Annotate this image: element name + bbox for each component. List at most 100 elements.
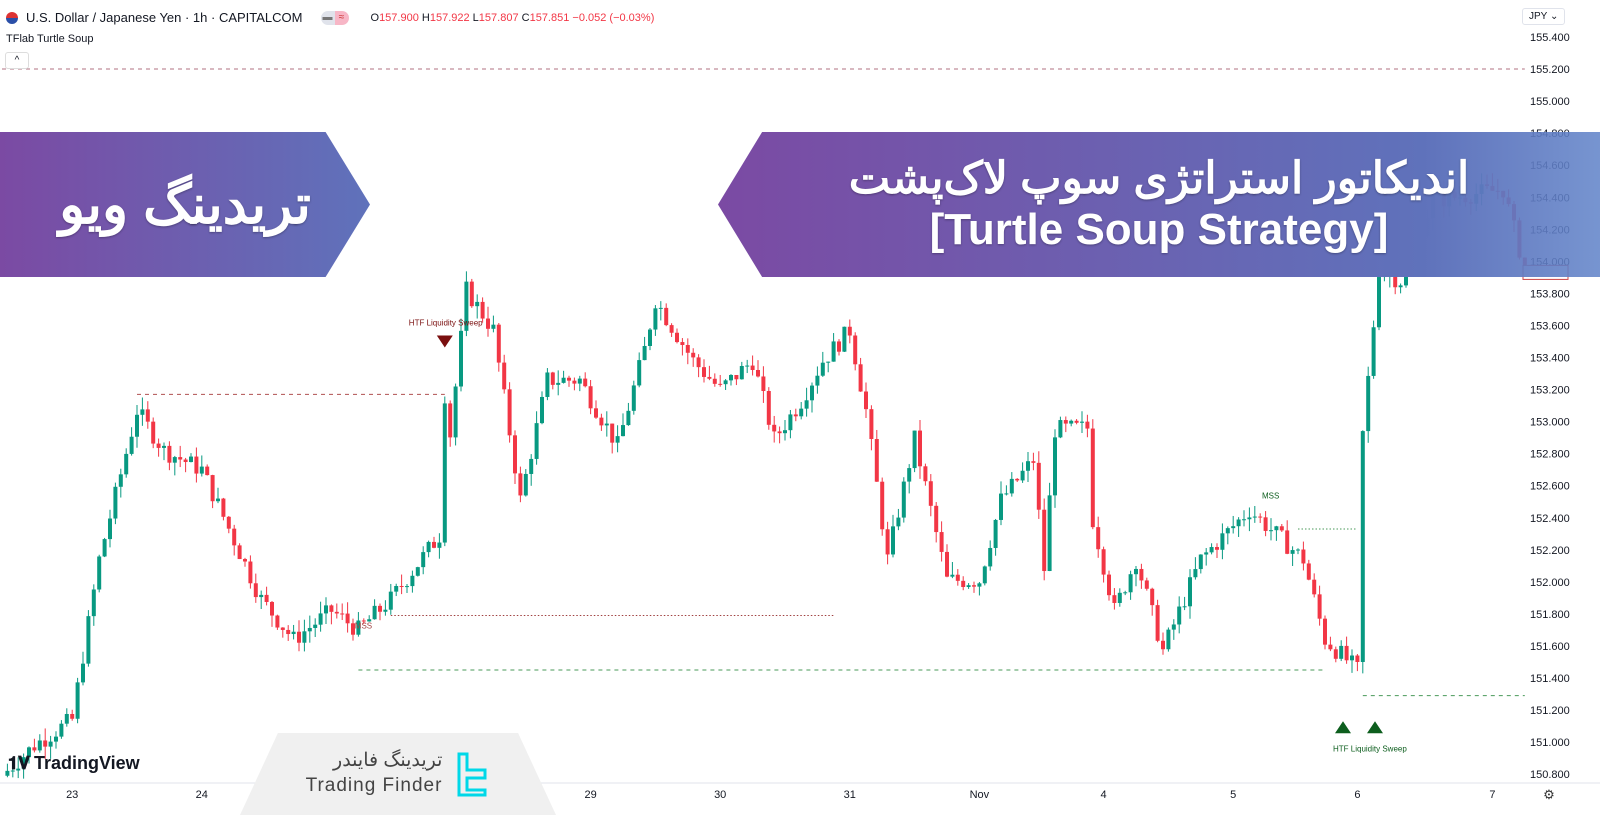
candle-body: [361, 620, 366, 622]
candle-body: [291, 631, 296, 635]
candle-body: [399, 586, 404, 588]
candle-body: [523, 473, 528, 496]
candle-body: [696, 357, 701, 368]
candle-body: [151, 421, 156, 444]
price-tick: 151.000: [1530, 737, 1570, 749]
candle-body: [1290, 550, 1295, 554]
candle-body: [48, 741, 53, 747]
candle-body: [16, 768, 21, 771]
price-tick: 153.600: [1530, 320, 1570, 332]
candle-body: [939, 532, 944, 552]
candle-body: [1285, 530, 1290, 554]
candle-body: [108, 518, 112, 540]
candle-body: [1161, 640, 1165, 650]
candle-body: [1193, 569, 1198, 578]
candle-body: [1263, 517, 1268, 531]
candle-body: [918, 430, 922, 467]
candle-body: [1042, 509, 1047, 572]
price-tick: 151.400: [1530, 673, 1570, 685]
candle-body: [1047, 495, 1052, 572]
candle-body: [869, 409, 874, 440]
candle-body: [685, 344, 690, 353]
ohlc-readout: O157.900 H157.922 L157.807 C157.851 −0.0…: [370, 11, 655, 24]
candle-body: [221, 498, 226, 517]
candle-body: [1355, 655, 1360, 662]
candle-body: [145, 409, 150, 422]
candle-body: [475, 301, 480, 307]
candle-body: [885, 529, 890, 555]
candle-body: [934, 505, 939, 533]
left-banner-text: تریدینگ ویو: [59, 175, 311, 235]
candle-body: [972, 585, 976, 587]
candle-body: [1317, 594, 1322, 619]
candle-body: [583, 378, 588, 387]
trading-finder-logo: تریدینگ فایندر Trading Finder: [240, 733, 556, 815]
tv-logo-icon: 𝟏𝐕: [8, 753, 30, 773]
candle-body: [324, 605, 328, 614]
price-tick: 151.800: [1530, 609, 1570, 621]
candle-body: [842, 326, 847, 352]
time-tick: 5: [1230, 789, 1236, 801]
candle-body: [1198, 554, 1203, 570]
price-tick: 152.200: [1530, 545, 1570, 557]
title-en: [Turtle Soup Strategy]: [929, 204, 1389, 254]
candle-body: [189, 456, 193, 463]
candle-body: [264, 594, 269, 602]
candle-body: [950, 574, 955, 577]
candle-body: [1036, 462, 1041, 510]
annotation-label: MSS: [355, 621, 372, 630]
candle-body: [1306, 563, 1311, 580]
candle-body: [1204, 552, 1209, 555]
symbol-title[interactable]: U.S. Dollar / Japanese Yen · 1h · CAPITA…: [26, 10, 303, 25]
tradingview-logo[interactable]: 𝟏𝐕 TradingView: [8, 753, 140, 774]
candle-body: [124, 453, 129, 475]
candle-body: [826, 361, 831, 363]
left-banner: تریدینگ ویو: [0, 132, 370, 277]
candle-body: [723, 380, 728, 385]
candle-body: [1101, 549, 1106, 575]
candle-body: [588, 386, 593, 409]
candle-body: [194, 456, 199, 474]
candle-body: [1377, 277, 1381, 328]
candle-body: [615, 436, 620, 443]
annotation-label: MSS: [1262, 492, 1279, 501]
candle-body: [1269, 530, 1273, 532]
currency-selector[interactable]: JPY ⌄: [1522, 8, 1566, 25]
candle-body: [210, 475, 215, 502]
candle-body: [729, 374, 733, 381]
candle-body: [37, 740, 42, 751]
candle-body: [550, 372, 555, 385]
candle-body: [1031, 461, 1036, 463]
candle-body: [491, 324, 496, 329]
candle-body: [469, 281, 474, 307]
candle-body: [648, 329, 652, 346]
candle-body: [1069, 420, 1074, 424]
candle-body: [966, 585, 971, 588]
candle-body: [367, 619, 372, 622]
time-tick: 30: [714, 789, 726, 801]
indicator-legend[interactable]: TFlab Turtle Soup: [6, 33, 94, 45]
candle-body: [426, 541, 431, 553]
candle-body: [70, 713, 75, 719]
candle-body: [1236, 519, 1241, 527]
candle-body: [664, 307, 669, 326]
candle-body: [777, 431, 782, 434]
candle-body: [572, 380, 577, 384]
candle-body: [486, 318, 490, 329]
candle-body: [1123, 592, 1128, 594]
candle-body: [1296, 549, 1300, 551]
candle-body: [993, 519, 998, 548]
status-pill[interactable]: ▬ ≈: [320, 10, 349, 25]
collapse-legend-button[interactable]: ^: [5, 52, 29, 69]
candle-body: [766, 391, 771, 425]
candle-body: [448, 403, 453, 438]
candle-body: [556, 382, 561, 385]
candle-body: [345, 613, 350, 624]
candle-body: [259, 594, 264, 598]
time-tick: 31: [844, 789, 856, 801]
candle-body: [1128, 574, 1133, 593]
candle-body: [739, 365, 744, 380]
candle-body: [1344, 645, 1349, 661]
candle-body: [226, 516, 231, 529]
